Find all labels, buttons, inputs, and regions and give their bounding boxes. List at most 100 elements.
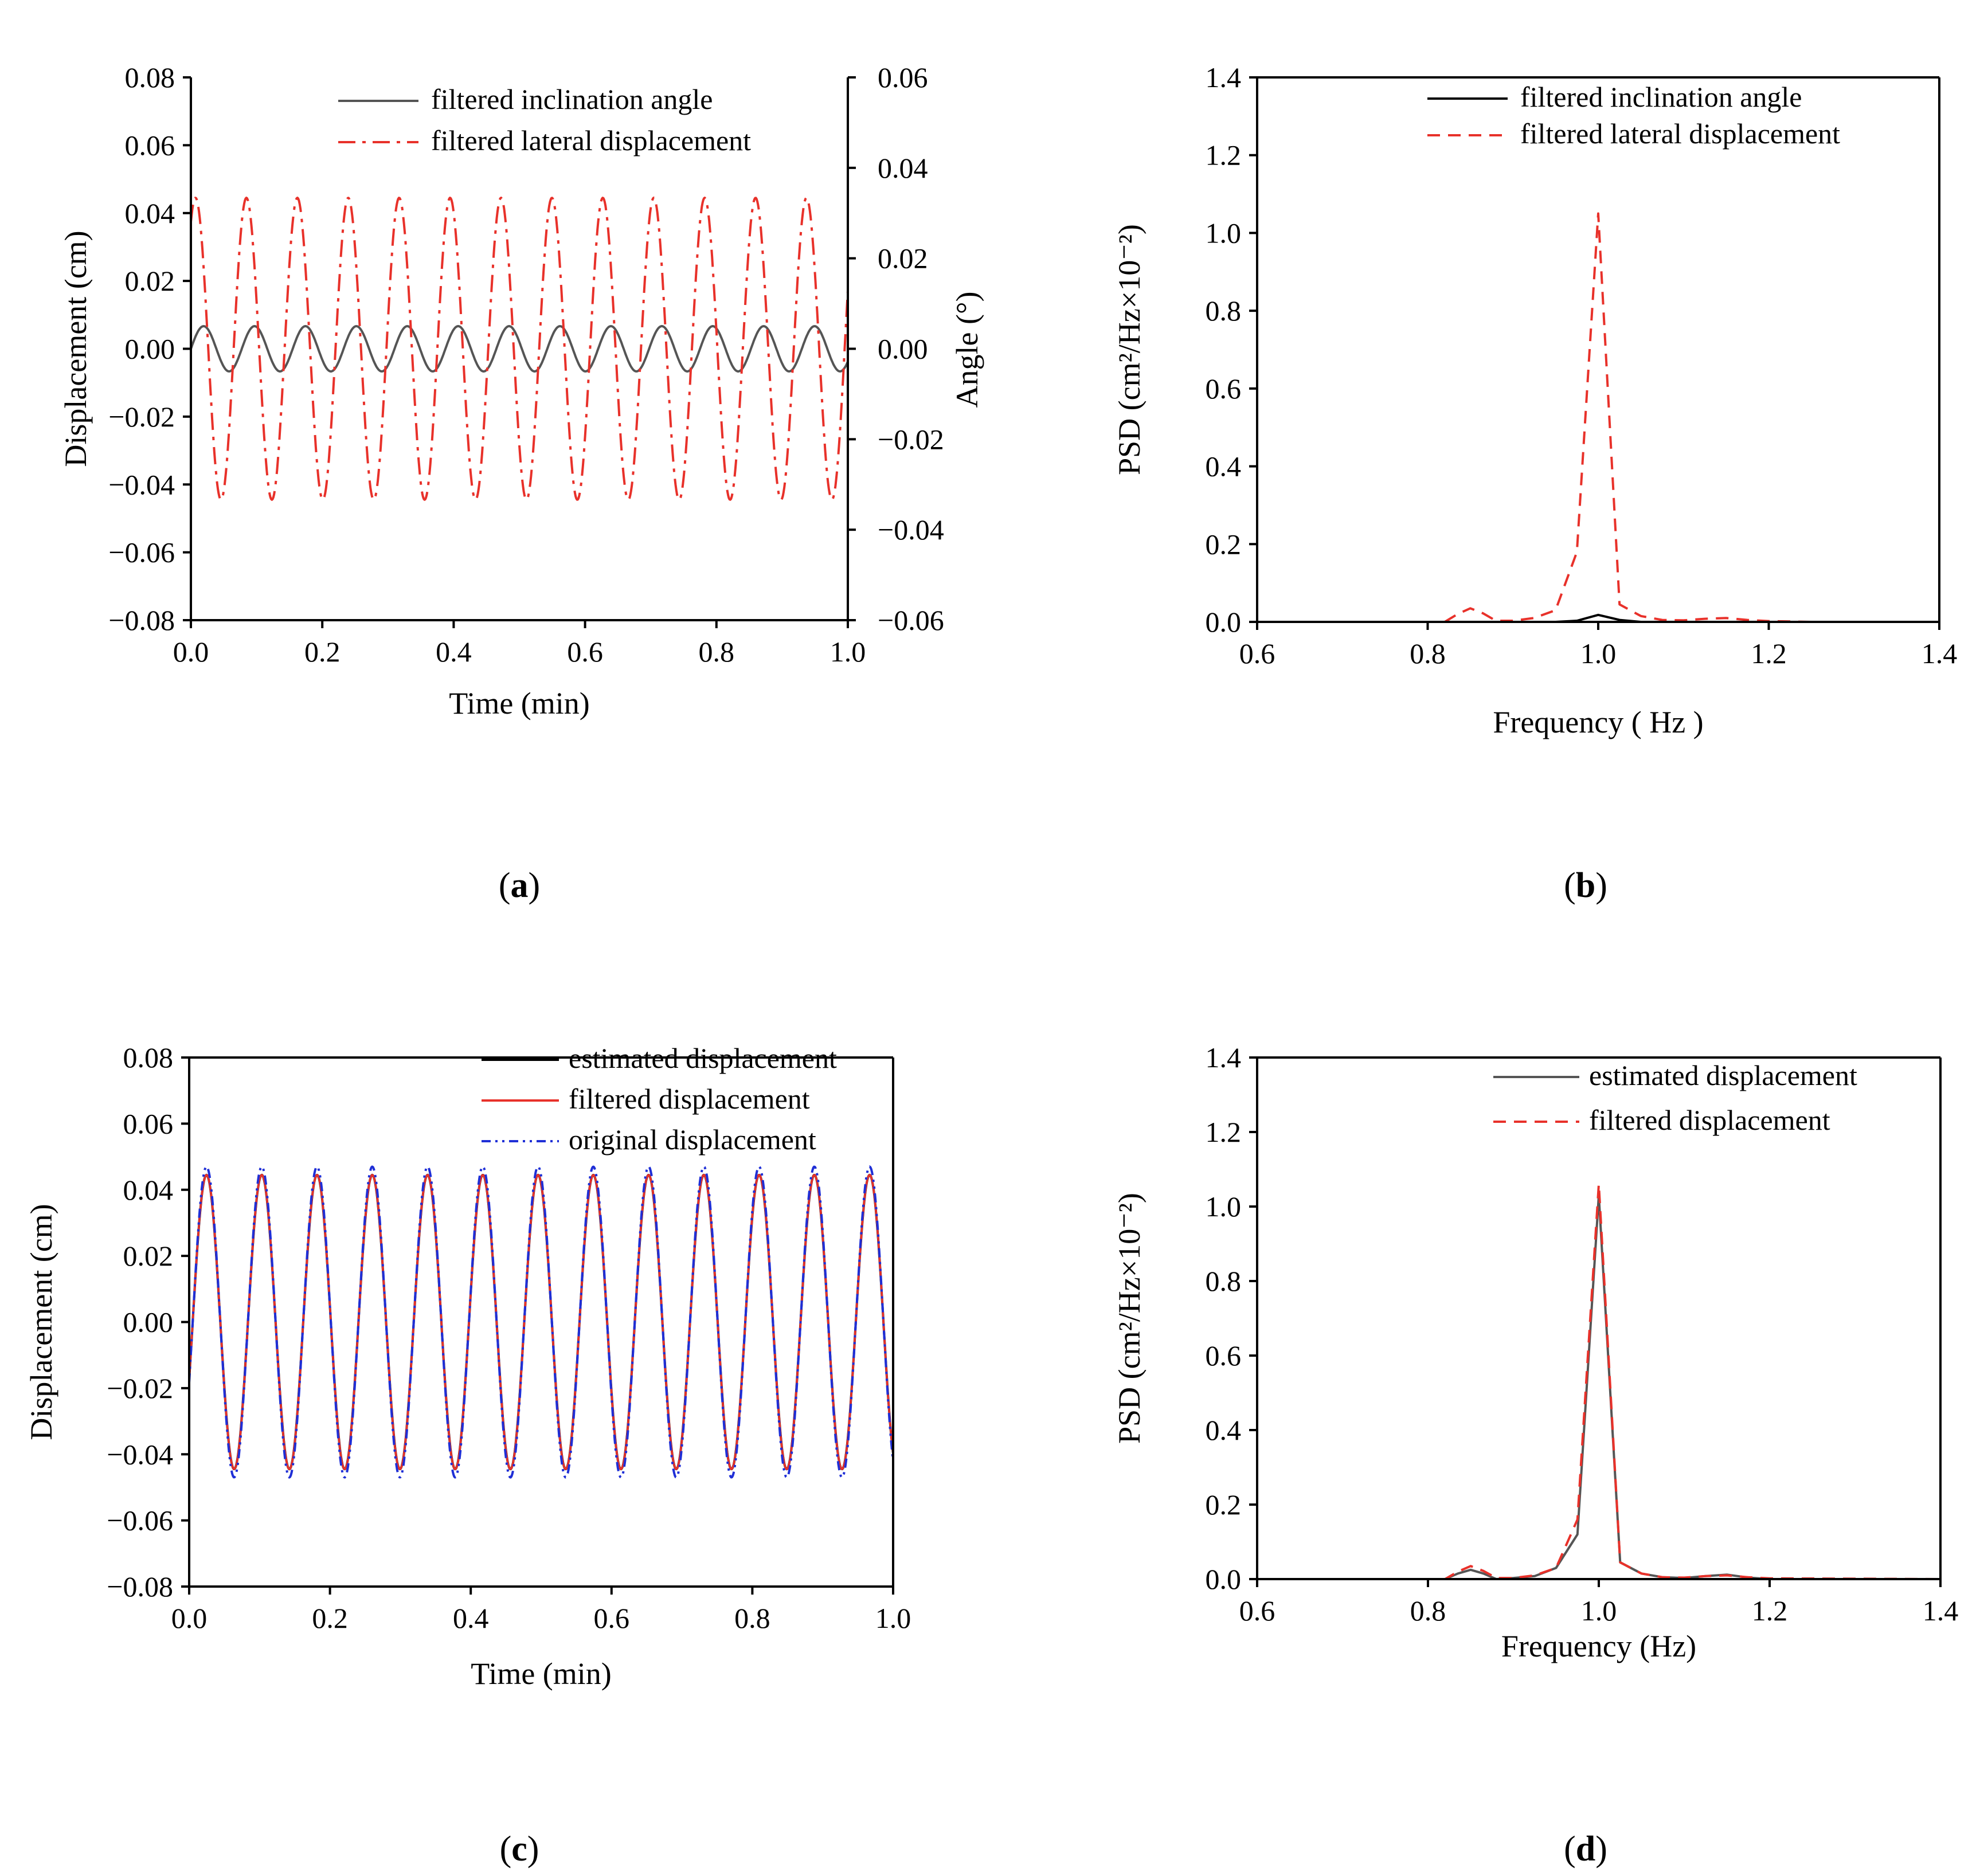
x-tick-label-d-1: 0.8 [1410, 1595, 1446, 1627]
y-tick-label-b-1: 1.2 [1206, 139, 1242, 171]
caption-letter: c [511, 1830, 527, 1869]
y-tick-label-d-3: 0.8 [1206, 1265, 1242, 1297]
y-tick-label-b-5: 0.4 [1206, 451, 1242, 483]
chart-d: 0.6 0.8 1.0 1.2 1.4 1.4 1.2 1.0 0.8 0.6 0.4 0.2 0.0 F… [1112, 1041, 1958, 1663]
legend-d: estimated displacement filtered displacem… [1493, 1059, 1857, 1136]
chart-a: 0.0 0.2 0.4 0.6 0.8 1.0 0.08 0.06 0.04 0.02 0.00 −0… [58, 61, 984, 720]
legend-b: filtered inclination angle filtered later… [1427, 81, 1840, 150]
series-a-0 [191, 325, 848, 373]
y-tick-label-c-6: −0.04 [107, 1438, 173, 1470]
y-axis-label-b: PSD (cm²/Hz×10⁻²) [1112, 224, 1146, 475]
x-tick-label-b-0: 0.6 [1239, 637, 1275, 669]
x-tick-label-b-4: 1.4 [1922, 637, 1958, 669]
caption-close: ) [1595, 1830, 1607, 1869]
y2-tick-label-a-6: −0.06 [878, 604, 944, 636]
x-axis-label-a: Time (min) [449, 686, 590, 720]
y-axis-label-d: PSD (cm²/Hz×10⁻²) [1112, 1193, 1146, 1444]
y-tick-label-b-0: 1.4 [1206, 61, 1242, 93]
y-tick-label-c-3: 0.02 [123, 1240, 174, 1272]
y-tick-label-a-2: 0.04 [125, 197, 175, 229]
x-axis-label-c: Time (min) [471, 1656, 612, 1691]
legend-a: filtered inclination angle filtered later… [338, 83, 751, 156]
x-tick-label-a-4: 0.8 [699, 636, 735, 668]
y-tick-label-d-5: 0.4 [1206, 1414, 1242, 1446]
y-tick-label-d-2: 1.0 [1206, 1190, 1242, 1223]
caption-open: ( [1564, 1830, 1576, 1869]
x-axis-label-d: Frequency (Hz) [1501, 1629, 1696, 1663]
caption-close: ) [1595, 866, 1607, 905]
x-tick-label-a-3: 0.6 [567, 636, 603, 668]
y-tick-label-b-7: 0.0 [1206, 606, 1242, 638]
y-tick-label-a-6: −0.04 [108, 468, 175, 500]
y-tick-label-d-1: 1.2 [1206, 1116, 1242, 1148]
y-tick-label-b-4: 0.6 [1206, 373, 1242, 405]
y-tick-label-a-8: −0.08 [108, 604, 175, 636]
y-tick-label-c-1: 0.06 [123, 1107, 174, 1139]
y-tick-label-c-5: −0.02 [107, 1372, 173, 1404]
x-tick-label-c-0: 0.0 [171, 1602, 208, 1634]
y-tick-label-a-4: 0.00 [125, 333, 175, 365]
x-tick-label-c-2: 0.4 [453, 1602, 489, 1634]
y-tick-label-a-7: −0.06 [108, 536, 175, 569]
caption-open: ( [499, 866, 511, 905]
y-tick-label-d-7: 0.0 [1206, 1563, 1242, 1595]
caption-open: ( [1564, 866, 1576, 905]
y-tick-label-c-2: 0.04 [123, 1174, 174, 1206]
legend-label-b-0: filtered inclination angle [1520, 81, 1802, 113]
x-tick-label-d-0: 0.6 [1239, 1595, 1275, 1627]
caption-letter: a [511, 866, 529, 905]
x-tick-label-b-1: 0.8 [1410, 637, 1446, 669]
y-tick-label-c-8: −0.08 [107, 1570, 173, 1603]
caption-letter: b [1576, 866, 1595, 905]
x-tick-label-a-5: 1.0 [830, 636, 866, 668]
series-d-1 [1257, 1183, 1940, 1579]
legend-label-d-0: estimated displacement [1589, 1059, 1857, 1091]
legend-label-c-0: estimated displacement [569, 1042, 837, 1074]
panel-caption-a: (a) [499, 866, 540, 905]
series-c-0 [189, 1173, 893, 1471]
x-tick-label-c-3: 0.6 [594, 1602, 630, 1634]
plot-area-c [189, 1165, 893, 1479]
y-tick-label-b-6: 0.2 [1206, 528, 1242, 560]
x-tick-label-c-1: 0.2 [312, 1602, 348, 1634]
y-tick-label-b-3: 0.8 [1206, 295, 1242, 327]
series-b-0 [1257, 613, 1811, 622]
x-tick-label-c-5: 1.0 [875, 1602, 911, 1634]
y-tick-label-d-4: 0.6 [1206, 1340, 1242, 1372]
y2-tick-label-a-0: 0.06 [878, 61, 928, 93]
legend-label-d-1: filtered displacement [1589, 1104, 1830, 1136]
caption-letter: d [1576, 1830, 1595, 1869]
x-tick-label-a-1: 0.2 [304, 636, 341, 668]
x-tick-label-d-3: 1.2 [1752, 1595, 1788, 1627]
series-d-0 [1257, 1194, 1940, 1579]
panel-caption-b: (b) [1564, 866, 1607, 905]
series-c-2 [189, 1165, 893, 1479]
y-tick-label-c-4: 0.00 [123, 1306, 174, 1338]
y-tick-label-a-5: −0.02 [108, 401, 175, 433]
y2-tick-label-a-3: 0.00 [878, 333, 928, 365]
y-tick-label-b-2: 1.0 [1206, 217, 1242, 249]
y-tick-label-d-6: 0.2 [1206, 1489, 1242, 1521]
panel-caption-c: (c) [500, 1830, 539, 1869]
y2-tick-label-a-5: −0.04 [878, 514, 944, 546]
series-b-1 [1444, 212, 1811, 622]
y-tick-label-a-3: 0.02 [125, 265, 175, 297]
series-a-1 [191, 197, 848, 501]
legend-label-c-2: original displacement [569, 1123, 816, 1156]
x-tick-label-d-2: 1.0 [1581, 1595, 1617, 1627]
caption-open: ( [500, 1830, 512, 1869]
plot-area-a [191, 197, 848, 501]
plot-area-d [1257, 1183, 1940, 1579]
x-tick-label-b-3: 1.2 [1751, 637, 1787, 669]
legend-c: estimated displacement filtered displacem… [482, 1042, 837, 1156]
y2-axis-label-a: Angle (°) [950, 291, 984, 408]
x-tick-label-a-2: 0.4 [436, 636, 472, 668]
chart-c: 0.0 0.2 0.4 0.6 0.8 1.0 0.08 0.06 0.04 0.02 0.00 −0… [24, 1041, 911, 1691]
chart-b: 0.6 0.8 1.0 1.2 1.4 1.4 1.2 1.0 0.8 0.6 0.4 0.2 0.0 F… [1112, 61, 1957, 739]
x-tick-label-d-4: 1.4 [1923, 1595, 1959, 1627]
y2-tick-label-a-2: 0.02 [878, 242, 928, 275]
y-tick-label-c-7: −0.06 [107, 1505, 173, 1537]
plot-area-b [1257, 212, 1811, 622]
y-axis-label-a: Displacement (cm) [58, 230, 93, 467]
